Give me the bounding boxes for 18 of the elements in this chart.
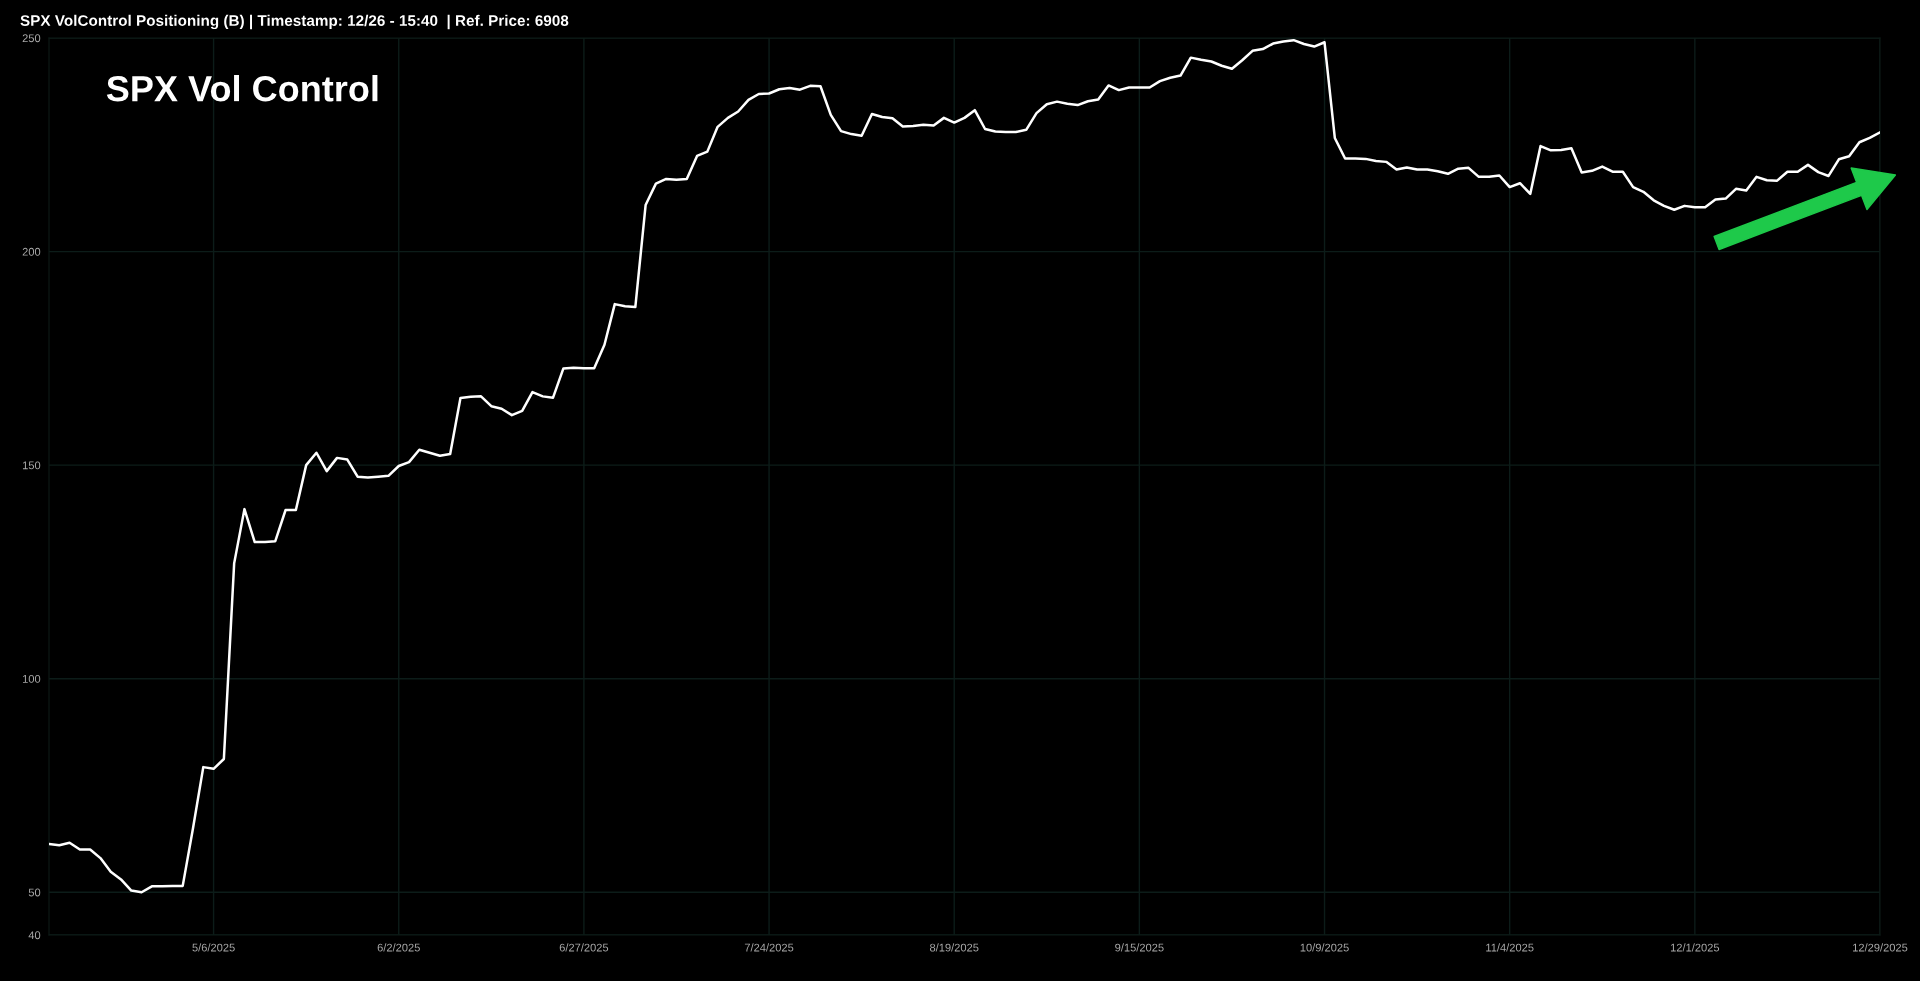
x-tick-label: 5/6/2025 — [192, 943, 235, 952]
x-tick-label: 11/4/2025 — [1486, 943, 1534, 952]
y-tick-label: 50 — [28, 888, 41, 897]
x-tick-label: 12/1/2025 — [1670, 943, 1720, 952]
y-tick-label: 200 — [22, 247, 41, 256]
y-tick-label: 100 — [22, 674, 41, 683]
annotation: SPX Vol Control — [106, 74, 378, 102]
x-tick-label: 6/2/2025 — [377, 943, 420, 952]
x-tick-label: 12/29/2025 — [1853, 943, 1908, 952]
x-tick-label: 7/24/2025 — [744, 943, 794, 952]
chart-title: SPX VolControl Positioning (B) | Timestamp: 12/26 - 15:40 | Ref. Price: 6908 — [20, 14, 569, 30]
x-tick-label: 10/9/2025 — [1300, 943, 1349, 952]
x-tick-label: 8/19/2025 — [929, 943, 979, 952]
x-tick-label: 9/15/2025 — [1115, 943, 1164, 952]
y-tick-label: 250 — [22, 34, 41, 43]
y-tick-label: 40 — [28, 931, 41, 940]
x-tick-label: 6/27/2025 — [559, 943, 609, 952]
y-tick-label: 150 — [22, 461, 41, 470]
